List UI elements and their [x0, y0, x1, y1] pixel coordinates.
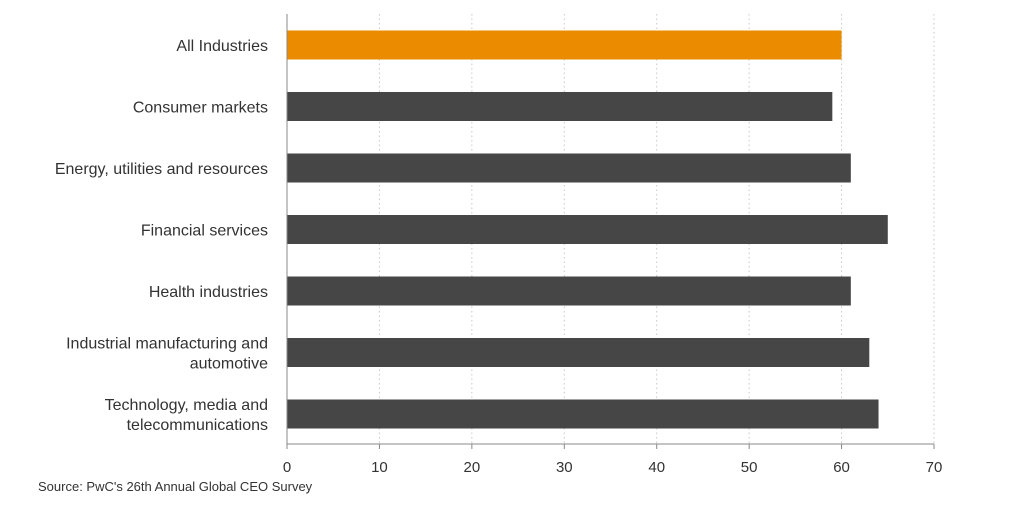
x-tick-label-20: 20	[464, 459, 481, 476]
category-label-1: Consumer markets	[133, 100, 268, 117]
x-tick-label-10: 10	[371, 459, 388, 476]
category-label-0: All Industries	[176, 38, 268, 55]
x-tick-label-30: 30	[556, 459, 573, 476]
bars	[287, 30, 888, 429]
x-axis: 0 10 20 30 40 50 60 70	[283, 14, 943, 476]
bar-3	[287, 215, 888, 244]
bar-4	[287, 276, 851, 306]
category-label-5: Industrial manufacturing and automotive	[66, 336, 268, 373]
x-tick-label-0: 0	[283, 459, 291, 476]
x-tick-label-60: 60	[833, 459, 850, 476]
bar-0	[287, 30, 842, 60]
bar-5	[287, 338, 870, 367]
bar-6	[287, 399, 879, 429]
category-label-3: Financial services	[141, 223, 268, 240]
x-tick-label-50: 50	[741, 459, 758, 476]
category-label-2: Energy, utilities and resources	[55, 161, 268, 178]
x-tick-label-70: 70	[926, 459, 943, 476]
bar-1	[287, 92, 833, 121]
category-label-6: Technology, media and telecommunications	[105, 397, 268, 434]
bar-2	[287, 153, 851, 183]
x-tick-label-40: 40	[648, 459, 665, 476]
source-note: Source: PwC's 26th Annual Global CEO Sur…	[38, 479, 313, 494]
category-labels: All Industries Consumer markets Energy, ut…	[55, 38, 268, 434]
category-label-4: Health industries	[149, 284, 268, 301]
